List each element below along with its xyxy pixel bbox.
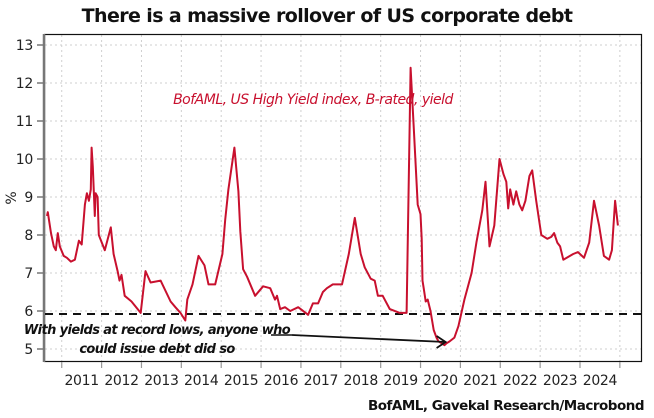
x-tick-label: 2021 <box>463 373 497 389</box>
x-tick-label: 2024 <box>583 373 618 389</box>
annotation-line-2: could issue debt did so <box>79 342 235 357</box>
y-tick-label: 12 <box>16 76 33 92</box>
annotation-arrowhead <box>436 335 448 349</box>
x-tick-label: 2012 <box>104 373 138 389</box>
series-points <box>46 67 618 346</box>
series-line-b-rated-yield <box>46 66 619 347</box>
gridlines <box>45 35 641 361</box>
x-tick-label: 2016 <box>264 373 299 389</box>
x-tick-label: 2022 <box>503 373 537 389</box>
x-tick-label: 2018 <box>344 373 378 389</box>
x-tick-label: 2023 <box>543 373 577 389</box>
y-tick-label: 10 <box>16 152 33 168</box>
x-axis: 2011 2012 2013 2014 2015 2016 2017 2018 2019 2020… <box>61 362 621 389</box>
source-credit: BofAML, Gavekal Research/Macrobond <box>368 398 644 414</box>
y-tick-label: 11 <box>16 114 33 130</box>
y-axis: 5 6 7 8 9 10 11 12 13 <box>16 38 44 358</box>
y-tick-label: 13 <box>16 38 33 54</box>
y-tick-label: 6 <box>24 304 33 320</box>
annotation-line-1: With yields at record lows, anyone who <box>24 323 291 338</box>
x-tick-label: 2013 <box>144 373 178 389</box>
y-tick-label: 7 <box>24 266 33 282</box>
x-tick-label: 2020 <box>423 373 457 389</box>
y-tick-label: 8 <box>24 228 33 244</box>
y-axis-label: % <box>4 191 20 204</box>
y-tick-label: 5 <box>24 342 33 358</box>
x-tick-label: 2019 <box>383 373 417 389</box>
x-tick-label: 2014 <box>184 373 219 389</box>
x-tick-label: 2011 <box>64 373 98 389</box>
annotation-arrow <box>291 334 446 343</box>
plot-frame <box>43 33 643 363</box>
series-label: BofAML, US High Yield index, B-rated, yi… <box>173 92 453 108</box>
x-tick-label: 2017 <box>304 373 338 389</box>
x-tick-label: 2015 <box>224 373 258 389</box>
y-tick-label: 9 <box>24 190 33 206</box>
chart-title: There is a massive rollover of US corpor… <box>82 5 573 27</box>
